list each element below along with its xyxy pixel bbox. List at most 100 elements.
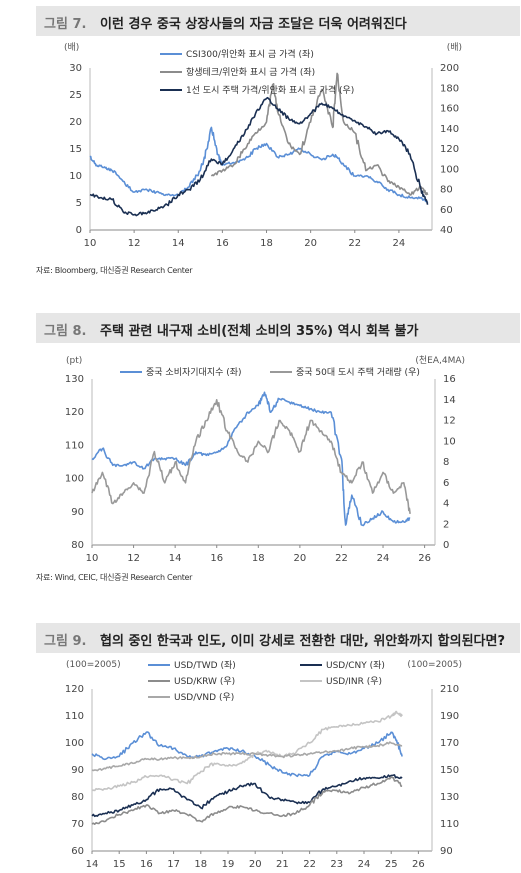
x-tick-label: 24 (358, 859, 371, 870)
right-axis-unit: (배) (447, 42, 462, 53)
figure-title: 주택 관련 내구재 소비(전체 소비의 35%) 역시 회복 불가 (100, 324, 419, 339)
figure-header: 그림 8. 주택 관련 내구재 소비(전체 소비의 35%) 역시 회복 불가 (36, 313, 520, 343)
figure-number: 그림 9. (44, 634, 87, 649)
y-tick-label-left: 110 (65, 440, 84, 451)
y-tick-label-left: 130 (65, 374, 84, 385)
y-tick-label-right: 80 (440, 185, 453, 196)
x-tick-label: 18 (252, 553, 265, 564)
y-tick-label-right: 150 (440, 765, 459, 776)
source-note: 자료: Wind, CEIC, 대신증권 Research Center (36, 573, 193, 582)
y-tick-label-right: 170 (440, 738, 459, 749)
figure-number: 그림 8. (44, 324, 87, 339)
x-tick-label: 26 (418, 553, 431, 564)
x-tick-label: 24 (393, 238, 406, 249)
y-tick-label-right: 8 (443, 457, 449, 468)
x-tick-label: 15 (113, 859, 126, 870)
x-tick-label: 17 (167, 859, 180, 870)
x-tick-label: 24 (377, 553, 390, 564)
figure-9: 그림 9. 협의 중인 한국과 인도, 이미 강세로 전환한 대만, 위안화까지… (0, 615, 521, 873)
series-line (91, 741, 403, 772)
x-tick-label: 12 (127, 553, 140, 564)
y-tick-label-right: 160 (440, 104, 459, 115)
y-tick-label-right: 14 (443, 395, 456, 406)
y-tick-label-right: 10 (443, 436, 456, 447)
y-tick-label-right: 100 (440, 164, 459, 175)
right-axis-unit: (천EA,4MA) (415, 355, 465, 366)
legend-label: CSI300/위안화 표시 금 가격 (좌) (186, 48, 314, 60)
y-tick-label-left: 30 (69, 63, 82, 74)
y-tick-label-right: 200 (440, 63, 459, 74)
series-line (210, 72, 429, 196)
y-tick-label-left: 5 (76, 198, 82, 209)
y-tick-label-right: 120 (440, 144, 459, 155)
x-tick-label: 10 (84, 238, 97, 249)
left-axis-unit: (100=2005) (66, 660, 121, 670)
y-tick-label-left: 80 (71, 792, 84, 803)
y-tick-label-left: 90 (71, 765, 84, 776)
x-tick-label: 16 (216, 238, 229, 249)
y-tick-label-right: 6 (443, 478, 449, 489)
y-tick-label-left: 110 (65, 711, 84, 722)
y-tick-label-left: 90 (71, 507, 84, 518)
series-line (91, 731, 403, 778)
x-tick-label: 18 (194, 859, 207, 870)
x-tick-label: 16 (210, 553, 223, 564)
legend-label: USD/INR (우) (326, 676, 382, 687)
x-tick-label: 20 (249, 859, 262, 870)
y-tick-label-left: 100 (65, 474, 84, 485)
left-axis-unit: (배) (64, 42, 79, 53)
y-tick-label-left: 0 (76, 225, 82, 236)
series-line (91, 399, 411, 514)
x-tick-label: 14 (169, 553, 182, 564)
y-tick-label-left: 70 (71, 819, 84, 830)
y-tick-label-left: 100 (65, 738, 84, 749)
y-tick-label-left: 25 (69, 90, 82, 101)
x-tick-label: 18 (260, 238, 273, 249)
y-tick-label-left: 20 (69, 117, 82, 128)
x-tick-label: 25 (385, 859, 398, 870)
y-tick-label-left: 60 (71, 846, 84, 857)
y-tick-label-left: 10 (69, 171, 82, 182)
x-tick-label: 23 (330, 859, 343, 870)
legend-label: USD/CNY (좌) (326, 660, 385, 671)
y-tick-label-right: 12 (443, 416, 456, 427)
figure-header: 그림 7. 이런 경우 중국 상장사들의 자금 조달은 더욱 어려워진다 (36, 6, 520, 36)
x-tick-label: 22 (335, 553, 348, 564)
chart-9: (100=2005) (100=2005) 60 70 80 90 100 110 120 90 1… (65, 660, 462, 870)
x-tick-label: 20 (304, 238, 317, 249)
y-tick-label-right: 4 (443, 499, 449, 510)
chart-7: (배) (배) 0 5 10 15 20 25 30 40 60 80 100 120 140 160 180 2… (64, 42, 462, 249)
y-tick-label-right: 2 (443, 519, 449, 530)
x-tick-label: 14 (172, 238, 185, 249)
left-axis-unit: (pt) (66, 356, 82, 366)
figure-number: 그림 7. (44, 17, 87, 32)
y-tick-label-left: 15 (69, 144, 82, 155)
y-tick-label-left: 120 (65, 407, 84, 418)
x-tick-label: 14 (86, 859, 99, 870)
legend-label: USD/VND (우) (174, 692, 234, 703)
x-tick-label: 22 (348, 238, 361, 249)
legend-label: 항생테크/위안화 표시 금 가격 (좌) (186, 66, 315, 78)
series-line (89, 96, 429, 217)
x-tick-label: 10 (86, 553, 99, 564)
legend-label: 1선 도시 주택 가격/위안화 표시 금 가격 (우) (186, 84, 354, 96)
y-tick-label-left: 120 (65, 684, 84, 695)
y-tick-label-right: 16 (443, 374, 456, 385)
series-line (91, 391, 411, 527)
x-tick-label: 19 (222, 859, 235, 870)
y-tick-label-right: 90 (440, 846, 453, 857)
x-tick-label: 16 (140, 859, 153, 870)
legend-label: USD/KRW (우) (174, 676, 235, 687)
series-line (91, 774, 403, 818)
y-tick-label-right: 40 (440, 225, 453, 236)
y-tick-label-right: 180 (440, 83, 459, 94)
y-tick-label-right: 190 (440, 711, 459, 722)
x-tick-label: 20 (294, 553, 307, 564)
legend-label: 중국 소비자기대지수 (좌) (146, 367, 242, 378)
figure-title: 이런 경우 중국 상장사들의 자금 조달은 더욱 어려워진다 (100, 17, 407, 32)
y-tick-label-right: 0 (443, 540, 449, 551)
figure-8: 그림 8. 주택 관련 내구재 소비(전체 소비의 35%) 역시 회복 불가 … (0, 305, 521, 590)
legend-label: 중국 50대 도시 주택 거래량 (우) (296, 366, 420, 378)
source-note: 자료: Bloomberg, 대신증권 Research Center (36, 266, 193, 275)
y-tick-label-right: 210 (440, 684, 459, 695)
